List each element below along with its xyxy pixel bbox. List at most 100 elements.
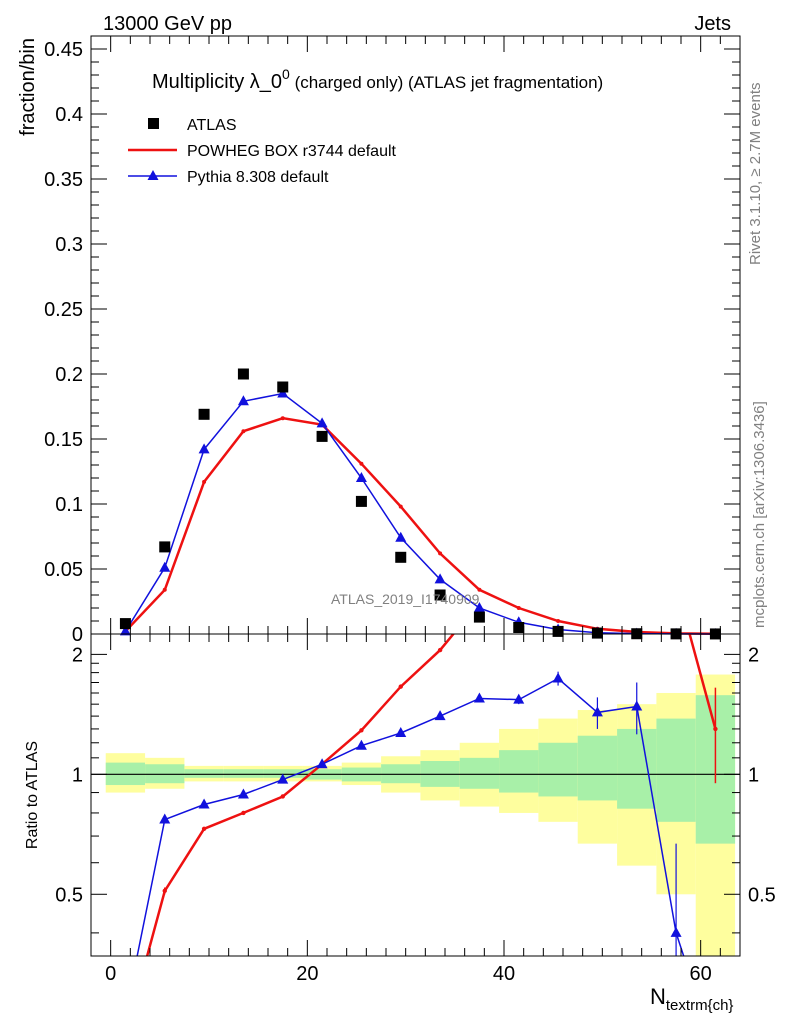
x-tick-label: 60	[690, 963, 712, 985]
ratio-powheg-line	[145, 634, 717, 956]
uncertainty-band-stat	[184, 769, 224, 778]
ratio-powheg-point	[280, 794, 285, 799]
x-tick-label: 20	[296, 963, 318, 985]
atlas-point	[395, 551, 407, 563]
y-tick-label: 0.1	[55, 494, 83, 516]
ratio-pythia-point	[395, 726, 407, 737]
ratio-powheg-point	[437, 647, 443, 653]
uncertainty-band-stat	[538, 742, 578, 797]
atlas-point	[237, 368, 249, 380]
pythia-point	[316, 417, 328, 428]
ratio-pythia-point	[591, 706, 603, 717]
powheg-line	[124, 416, 716, 635]
uncertainty-band-stat	[145, 764, 185, 784]
ratio-pythia-point	[237, 788, 249, 799]
atlas-point	[513, 622, 525, 633]
ratio-pythia-point	[316, 758, 328, 769]
y-tick-label: 0	[72, 624, 83, 646]
ratio-y-tick-label: 1	[72, 764, 83, 786]
x-axis-label: Ntextrm{ch}	[650, 984, 733, 1014]
powheg-point	[202, 479, 207, 484]
ratio-plot: 0.5 0.51 12 20 20 40 60 Ratio to ATLAS Ntextrm…	[24, 494, 776, 1018]
uncertainty-band-stat	[263, 769, 303, 778]
main-title: Multiplicity λ_00 (charged only) (ATLAS …	[152, 66, 603, 93]
powheg-point	[438, 551, 443, 556]
ratio-pythia-point	[434, 710, 446, 721]
atlas-point	[159, 541, 171, 553]
y-tick-label: 0.4	[55, 104, 83, 126]
y-tick-label: 0.05	[44, 559, 83, 581]
atlas-point	[552, 625, 564, 637]
legend-atlas-label: ATLAS	[187, 117, 237, 134]
watermark: ATLAS_2019_I1740909	[331, 591, 480, 607]
ratio-pythia-point	[670, 926, 682, 937]
uncertainty-band-stat	[617, 728, 657, 809]
atlas-point	[316, 430, 328, 442]
rivet-label: Rivet 3.1.10, ≥ 2.7M events	[747, 83, 764, 266]
ratio-pythia-point	[159, 813, 171, 824]
y-tick-label: 0.35	[44, 169, 83, 191]
ratio-powheg-point	[713, 726, 718, 732]
y-tick-label: 0.15	[44, 429, 83, 451]
uncertainty-band-stat	[656, 718, 696, 822]
ratio-y-tick-label-right: 1	[748, 764, 759, 786]
ratio-pythia-point	[355, 739, 367, 750]
powheg-point	[241, 429, 246, 434]
ratio-pythia-point	[513, 693, 525, 704]
ratio-pythia-point	[473, 692, 485, 703]
mcplots-label: mcplots.cern.ch [arXiv:1306.3436]	[751, 401, 768, 628]
ratio-powheg-point	[556, 494, 560, 498]
atlas-point	[198, 408, 210, 420]
pythia-point	[198, 443, 210, 454]
powheg-point	[556, 619, 561, 623]
ratio-y-tick-label: 0.5	[55, 884, 83, 906]
ratio-y-tick-label: 2	[72, 644, 83, 666]
powheg-point	[516, 606, 521, 610]
ratio-powheg-point	[635, 494, 639, 498]
uncertainty-band-stat	[577, 735, 618, 801]
ratio-powheg-point	[398, 684, 403, 689]
ratio-powheg-point	[595, 494, 599, 498]
ratio-pythia-point	[277, 773, 289, 784]
pythia-point	[473, 602, 485, 612]
legend-powheg-label: POWHEG BOX r3744 default	[187, 143, 397, 160]
pythia-point	[355, 472, 367, 482]
powheg-point	[398, 504, 403, 509]
main-plot: 0 0.05 0.1 0.15 0.2 0.25 0.3 0.35 0.4 0.45 Multip…	[17, 35, 741, 646]
header-left: 13000 GeV pp	[103, 13, 232, 35]
ratio-y-tick-label-right: 2	[748, 644, 759, 666]
header-right: Jets	[694, 13, 731, 35]
ratio-y-label: Ratio to ATLAS	[24, 741, 41, 849]
ratio-frame	[90, 633, 741, 957]
pythia-point	[159, 561, 171, 572]
ratio-powheg-point	[674, 582, 678, 586]
atlas-point	[434, 589, 446, 601]
ratio-y-tick-label-right: 0.5	[748, 884, 776, 906]
powheg-point	[162, 587, 167, 592]
legend-pythia-label: Pythia 8.308 default	[187, 169, 329, 186]
pythia-point	[434, 573, 446, 584]
legend-atlas-marker	[148, 118, 159, 129]
legend-pythia-marker	[147, 170, 159, 180]
uncertainty-band-stat	[459, 757, 500, 789]
pythia-point	[119, 625, 131, 636]
x-tick-label: 40	[493, 963, 515, 985]
atlas-point	[277, 381, 289, 393]
y-tick-label: 0.25	[44, 299, 83, 321]
y-tick-label: 0.2	[55, 364, 83, 386]
atlas-point	[591, 627, 603, 639]
ratio-pythia-point	[198, 798, 210, 809]
uncertainty-band-stat	[499, 750, 539, 793]
atlas-point	[119, 618, 131, 630]
ratio-powheg-point	[162, 888, 167, 894]
atlas-point	[355, 495, 367, 507]
pythia-line	[124, 392, 716, 635]
ratio-pythia-point	[120, 1008, 131, 1018]
y-tick-label: 0.45	[44, 39, 83, 61]
ratio-powheg-point	[241, 810, 246, 816]
ratio-powheg-point	[201, 826, 207, 831]
legend: ATLAS POWHEG BOX r3744 default Pythia 8.30…	[128, 117, 397, 186]
ratio-pythia-point	[631, 700, 643, 711]
ratio-powheg-point	[359, 728, 364, 733]
